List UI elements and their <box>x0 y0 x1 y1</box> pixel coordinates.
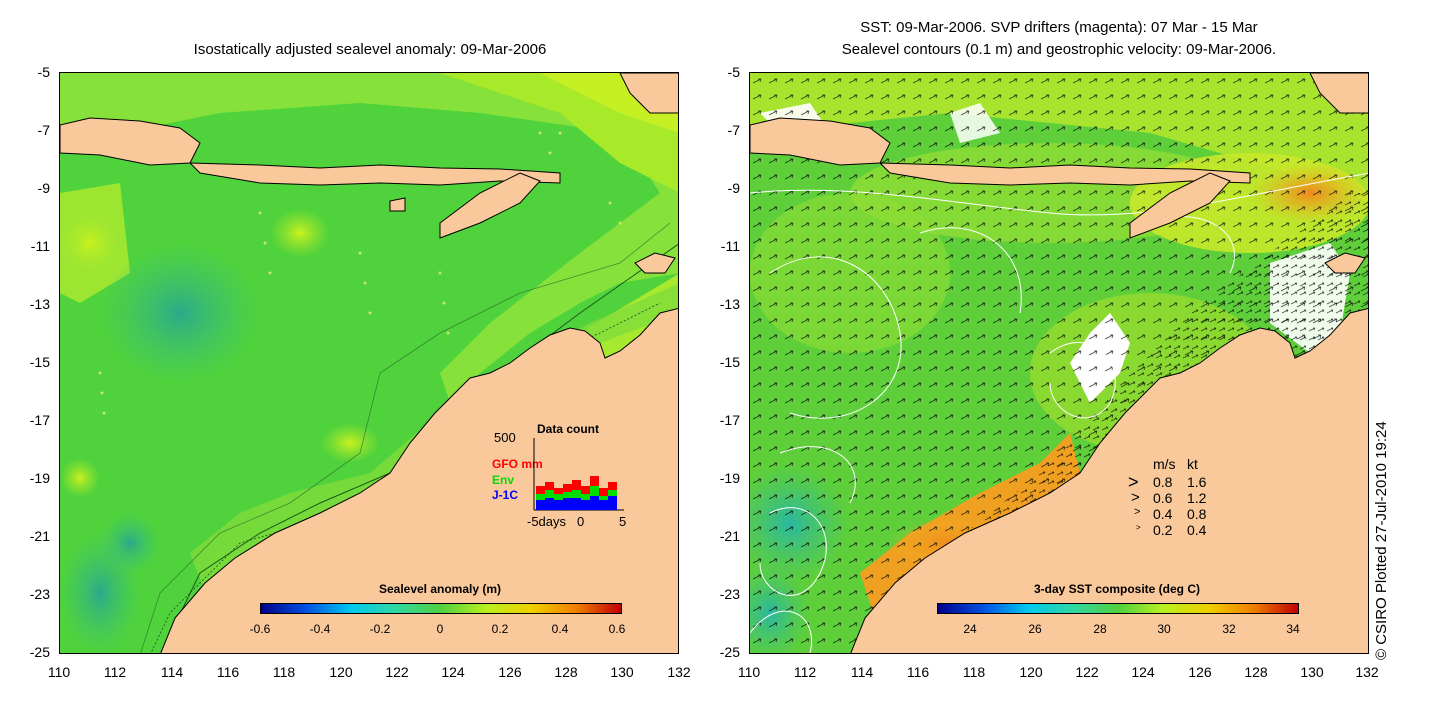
x-tick-label: 128 <box>1244 664 1268 680</box>
y-tick-label: -15 <box>719 354 740 370</box>
y-tick-label: -17 <box>29 412 50 428</box>
y-tick-label: -21 <box>719 528 740 544</box>
sst-colorbar-title: 3-day SST composite (deg C) <box>1033 582 1201 596</box>
velocity-arrow-icon: > <box>1128 472 1139 492</box>
y-tick-label: -25 <box>719 644 740 660</box>
colorbar-label: -0.4 <box>309 622 331 636</box>
x-tick-label: 116 <box>906 664 930 680</box>
y-tick-label: -19 <box>29 470 50 486</box>
x-tick-label: 114 <box>160 664 184 680</box>
x-tick-label: 112 <box>103 664 127 680</box>
y-tick-label: -9 <box>37 180 50 196</box>
y-tick-label: -21 <box>29 528 50 544</box>
velocity-key-header-kt: kt <box>1187 456 1198 472</box>
series-label-gfo: GFO mm <box>492 457 543 471</box>
velocity-key-kt: 0.8 <box>1187 506 1207 522</box>
data-count-x-label: 5 <box>619 514 627 529</box>
x-tick-label: 110 <box>47 664 71 680</box>
sealevel-anomaly-map <box>59 72 679 654</box>
data-count-bars <box>533 438 624 511</box>
velocity-key-kt: 1.6 <box>1187 474 1207 490</box>
velocity-key-kt: 0.4 <box>1187 522 1207 538</box>
velocity-key-ms: 0.4 <box>1153 506 1173 522</box>
velocity-key-ms: 0.8 <box>1153 474 1173 490</box>
y-tick-label: -23 <box>29 586 50 602</box>
x-tick-label: 132 <box>1355 664 1379 680</box>
y-tick-label: -11 <box>30 238 50 254</box>
velocity-key-header-ms: m/s <box>1153 456 1176 472</box>
bar-group <box>536 476 617 510</box>
colorbar-label: 24 <box>963 622 977 636</box>
colorbar-label: 0.6 <box>608 622 626 636</box>
x-tick-label: 116 <box>216 664 240 680</box>
colorbar-label: 34 <box>1286 622 1300 636</box>
data-count-x-label: -5days <box>527 514 567 529</box>
sealevel-colorbar-title: Sealevel anomaly (m) <box>378 582 502 596</box>
series-label-env: Env <box>492 473 515 487</box>
x-tick-label: 118 <box>272 664 296 680</box>
colorbar-label: 0 <box>436 622 444 636</box>
y-tick-label: -23 <box>719 586 740 602</box>
colorbar-label: -0.6 <box>249 622 271 636</box>
velocity-arrow-icon: > <box>1134 506 1141 518</box>
y-tick-label: -13 <box>719 296 740 312</box>
x-tick-label: 112 <box>793 664 817 680</box>
y-tick-label: -11 <box>720 238 740 254</box>
right-panel-title-line1: SST: 09-Mar-2006. SVP drifters (magenta)… <box>860 19 1258 36</box>
colorbar-label: 28 <box>1093 622 1107 636</box>
x-tick-label: 130 <box>610 664 634 680</box>
x-tick-label: 124 <box>441 664 465 680</box>
colorbar-label: 0.4 <box>551 622 569 636</box>
velocity-key-kt: 1.2 <box>1187 490 1207 506</box>
y-tick-label: -17 <box>719 412 740 428</box>
colorbar-label: 0.2 <box>491 622 509 636</box>
y-tick-label: -15 <box>29 354 50 370</box>
sealevel-map-graphic <box>60 73 678 653</box>
x-tick-label: 126 <box>498 664 522 680</box>
sst-colorbar <box>937 603 1299 614</box>
y-tick-label: -19 <box>719 470 740 486</box>
y-tick-label: -5 <box>37 64 50 80</box>
x-tick-label: 122 <box>1075 664 1099 680</box>
x-tick-label: 124 <box>1131 664 1155 680</box>
x-tick-label: 114 <box>850 664 874 680</box>
x-tick-label: 120 <box>329 664 353 680</box>
y-tick-label: -7 <box>37 122 50 138</box>
data-count-x-label: 0 <box>577 514 585 529</box>
y-tick-label: -25 <box>29 644 50 660</box>
x-tick-label: 122 <box>385 664 409 680</box>
colorbar-label: 30 <box>1157 622 1171 636</box>
velocity-arrow-icon: > <box>1136 523 1141 532</box>
x-tick-label: 128 <box>554 664 578 680</box>
colorbar-label: 26 <box>1028 622 1042 636</box>
data-count-title: Data count <box>537 422 600 436</box>
sealevel-colorbar <box>260 603 622 614</box>
data-count-y-label: 500 <box>494 430 516 445</box>
left-panel-title: Isostatically adjusted sealevel anomaly:… <box>193 41 547 58</box>
x-tick-label: 120 <box>1019 664 1043 680</box>
sst-map-graphic <box>750 73 1368 653</box>
series-label-j1c: J-1C <box>492 488 519 502</box>
y-tick-label: -9 <box>727 180 740 196</box>
right-panel-title-line2: Sealevel contours (0.1 m) and geostrophi… <box>841 41 1277 58</box>
velocity-arrow-icon: > <box>1131 489 1140 506</box>
velocity-key-ms: 0.6 <box>1153 490 1173 506</box>
x-tick-label: 130 <box>1300 664 1324 680</box>
y-tick-label: -13 <box>29 296 50 312</box>
sst-velocity-map <box>749 72 1369 654</box>
colorbar-label: 32 <box>1222 622 1236 636</box>
velocity-key-ms: 0.2 <box>1153 522 1173 538</box>
x-tick-label: 118 <box>962 664 986 680</box>
y-tick-label: -5 <box>727 64 740 80</box>
plot-credit: © CSIRO Plotted 27-Jul-2010 19:24 <box>1373 421 1390 660</box>
colorbar-label: -0.2 <box>369 622 391 636</box>
x-tick-label: 126 <box>1188 664 1212 680</box>
x-tick-label: 132 <box>667 664 691 680</box>
x-tick-label: 110 <box>737 664 761 680</box>
y-tick-label: -7 <box>727 122 740 138</box>
